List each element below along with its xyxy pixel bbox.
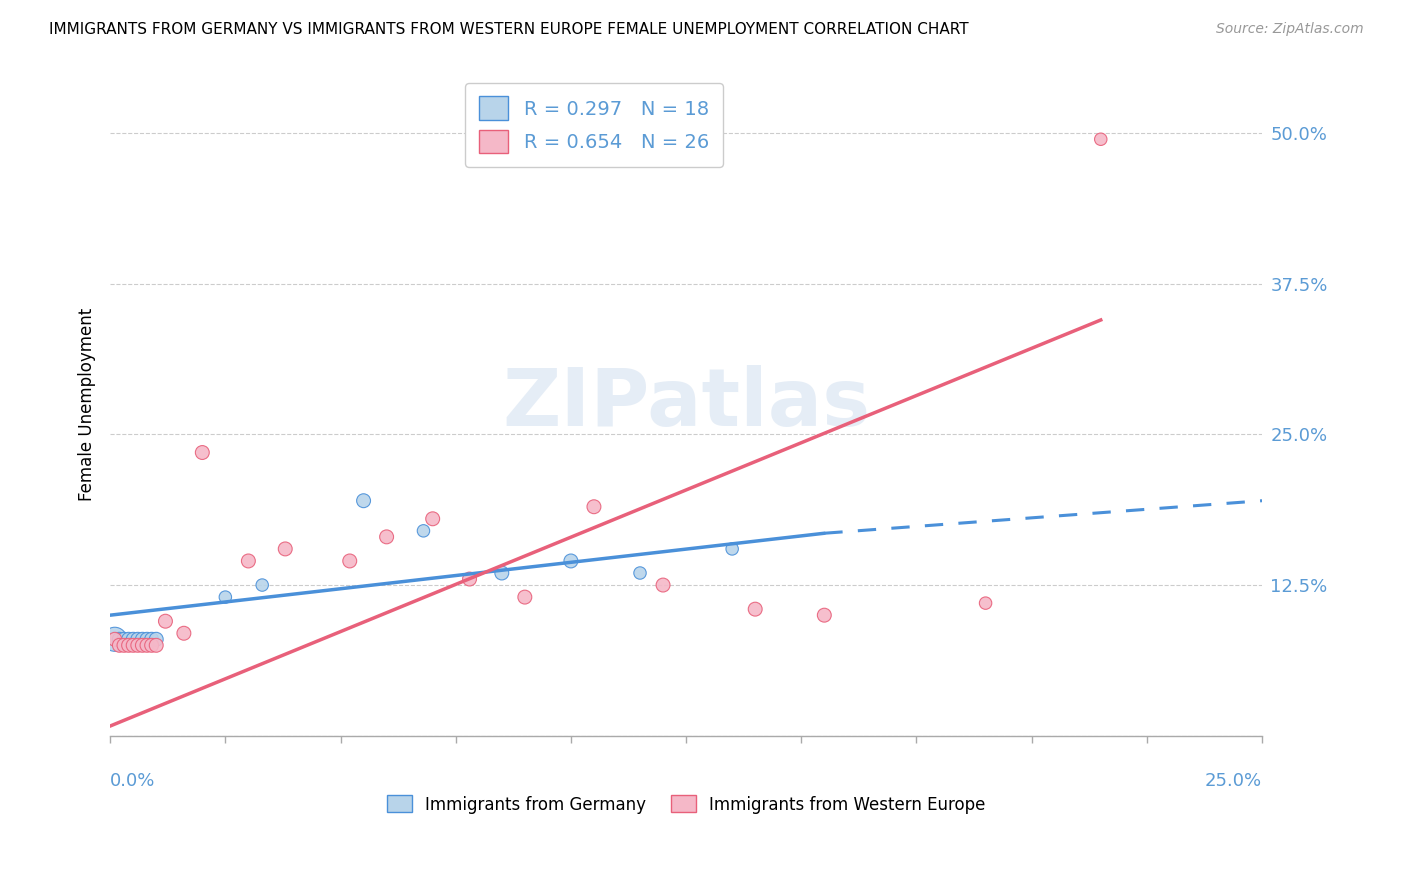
Text: Source: ZipAtlas.com: Source: ZipAtlas.com <box>1216 22 1364 37</box>
Point <box>108 632 131 647</box>
Point <box>582 500 605 514</box>
Point <box>422 512 444 526</box>
Text: ZIPatlas: ZIPatlas <box>502 366 870 443</box>
Point <box>628 566 651 580</box>
Point <box>412 524 434 538</box>
Point <box>491 566 513 580</box>
Point <box>274 541 297 556</box>
Point <box>145 638 167 652</box>
Point <box>744 602 766 616</box>
Point <box>131 638 153 652</box>
Point <box>238 554 260 568</box>
Text: 25.0%: 25.0% <box>1205 772 1263 790</box>
Text: 0.0%: 0.0% <box>110 772 156 790</box>
Point <box>721 541 744 556</box>
Point <box>136 638 159 652</box>
Point <box>155 614 177 628</box>
Point <box>652 578 675 592</box>
Point <box>145 632 167 647</box>
Point <box>117 638 139 652</box>
Point <box>375 530 398 544</box>
Point <box>117 632 139 647</box>
Point <box>173 626 195 640</box>
Point <box>214 590 236 604</box>
Point <box>141 638 163 652</box>
Point <box>122 638 145 652</box>
Point <box>104 632 127 647</box>
Point <box>353 493 375 508</box>
Point <box>1090 132 1112 146</box>
Point <box>112 632 135 647</box>
Point <box>560 554 582 568</box>
Y-axis label: Female Unemployment: Female Unemployment <box>79 308 96 501</box>
Legend: Immigrants from Germany, Immigrants from Western Europe: Immigrants from Germany, Immigrants from… <box>378 787 994 822</box>
Point <box>104 632 127 647</box>
Point <box>127 632 149 647</box>
Point <box>513 590 536 604</box>
Point <box>974 596 997 610</box>
Point <box>191 445 214 459</box>
Point <box>122 632 145 647</box>
Point <box>131 632 153 647</box>
Text: IMMIGRANTS FROM GERMANY VS IMMIGRANTS FROM WESTERN EUROPE FEMALE UNEMPLOYMENT CO: IMMIGRANTS FROM GERMANY VS IMMIGRANTS FR… <box>49 22 969 37</box>
Point <box>112 638 135 652</box>
Point <box>250 578 273 592</box>
Point <box>813 608 835 623</box>
Point <box>339 554 361 568</box>
Point <box>127 638 149 652</box>
Point <box>458 572 481 586</box>
Point <box>141 632 163 647</box>
Point <box>108 638 131 652</box>
Point <box>136 632 159 647</box>
